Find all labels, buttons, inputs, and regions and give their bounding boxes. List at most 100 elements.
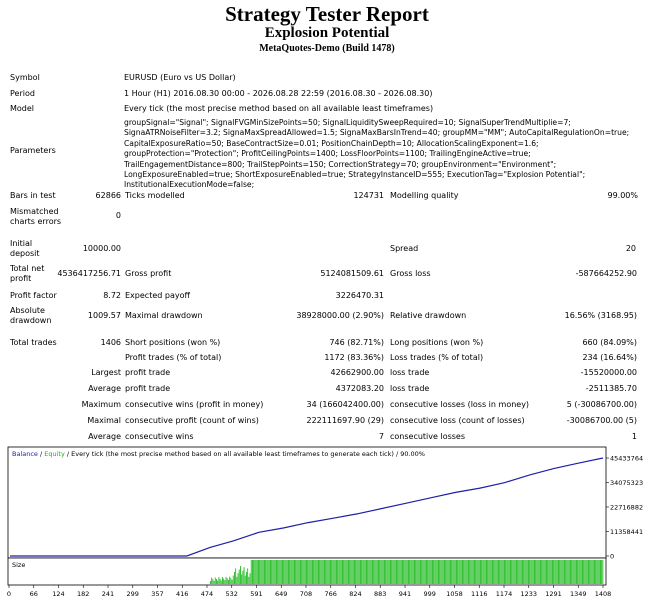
volume-bar xyxy=(583,560,585,584)
volume-bar xyxy=(444,560,445,584)
volume-bar xyxy=(320,560,322,584)
volume-bar xyxy=(457,560,459,584)
gross-loss-value: -587664252.90 xyxy=(575,269,637,278)
volume-bar xyxy=(271,560,273,584)
volume-bar xyxy=(240,566,241,584)
volume-bar xyxy=(291,560,293,584)
volume-bar xyxy=(589,560,591,584)
volume-bar xyxy=(528,560,529,584)
volume-bar xyxy=(283,560,285,584)
volume-bar xyxy=(516,560,517,584)
volume-bar xyxy=(512,560,514,584)
volume-bar xyxy=(562,560,564,584)
volume-bar xyxy=(336,560,337,584)
volume-bar xyxy=(348,560,349,584)
absolute-drawdown-label: Absolute drawdown xyxy=(10,306,52,325)
volume-bar xyxy=(544,560,546,584)
volume-bar xyxy=(529,560,531,584)
volume-bar xyxy=(296,560,298,584)
volume-bar xyxy=(412,560,414,584)
volume-bar xyxy=(456,560,457,584)
volume-bar xyxy=(566,560,568,584)
volume-bar xyxy=(394,560,396,584)
volume-bar xyxy=(387,560,389,584)
volume-bar xyxy=(344,560,346,584)
volume-bar xyxy=(470,560,472,584)
volume-bar xyxy=(402,560,403,584)
volume-bar xyxy=(548,560,550,584)
volume-bar xyxy=(302,560,304,584)
volume-bar xyxy=(300,560,301,584)
volume-bar xyxy=(554,560,556,584)
volume-bar xyxy=(463,560,465,584)
volume-bar xyxy=(588,560,589,584)
ticks-label: Ticks modelled xyxy=(125,191,185,200)
volume-bar xyxy=(586,560,588,584)
volume-bar xyxy=(546,560,547,584)
volume-bar xyxy=(375,560,377,584)
volume-bar xyxy=(381,560,383,584)
volume-bar xyxy=(397,560,399,584)
volume-bar xyxy=(318,560,319,584)
volume-bar xyxy=(568,560,570,584)
legend-separator: / xyxy=(38,450,44,458)
volume-bar xyxy=(428,560,430,584)
profit-trades-value: 1172 (83.36%) xyxy=(324,353,384,362)
max-consecutive-wins-value: 34 (166042400.00) xyxy=(306,400,385,409)
volume-bar xyxy=(253,560,255,584)
volume-bar xyxy=(356,560,358,584)
x-tick-label: 532 xyxy=(226,590,238,598)
volume-bar xyxy=(423,560,425,584)
volume-bar xyxy=(260,560,262,584)
volume-bar xyxy=(435,560,437,584)
volume-bar xyxy=(268,560,270,584)
y-tick-label: 22716882 xyxy=(610,504,643,512)
y-tick-label: 34075323 xyxy=(610,479,643,487)
volume-bar xyxy=(468,560,469,584)
volume-bar xyxy=(277,560,279,584)
gross-profit-label: Gross profit xyxy=(125,269,172,278)
x-tick-label: 416 xyxy=(176,590,188,598)
volume-bar xyxy=(508,560,510,584)
balance-series-line xyxy=(10,457,604,557)
volume-bar xyxy=(220,580,222,584)
x-tick-label: 1116 xyxy=(471,590,488,598)
volume-bar xyxy=(536,560,538,584)
volume-bar xyxy=(574,560,576,584)
volume-bar xyxy=(426,560,427,584)
volume-bar xyxy=(312,560,313,584)
volume-bar xyxy=(292,560,294,584)
x-tick-label: 1233 xyxy=(520,590,537,598)
volume-bar xyxy=(573,560,575,584)
maximal-drawdown-label: Maximal drawdown xyxy=(125,311,203,320)
quality-label: Modelling quality xyxy=(390,191,459,200)
gross-profit-value: 5124081509.61 xyxy=(320,269,384,278)
volume-bar xyxy=(438,560,439,584)
average-consecutive-losses-label: consecutive losses xyxy=(390,432,466,441)
volume-bar xyxy=(392,560,394,584)
volume-bar xyxy=(403,560,405,584)
volume-bar xyxy=(278,560,280,584)
legend-balance: Balance xyxy=(12,450,38,458)
x-tick-label: 1291 xyxy=(545,590,562,598)
volume-bar xyxy=(374,560,376,584)
x-tick-label: 299 xyxy=(127,590,139,598)
volume-bar xyxy=(273,560,275,584)
volume-bar xyxy=(355,560,357,584)
volume-bar xyxy=(494,560,496,584)
volume-bar xyxy=(440,560,442,584)
volume-bar xyxy=(525,560,527,584)
average-profit-label: profit trade xyxy=(125,384,171,393)
volume-bar xyxy=(252,560,253,584)
volume-bar xyxy=(433,560,435,584)
volume-bar xyxy=(366,560,367,584)
largest-label: Largest xyxy=(91,368,121,377)
volume-bar xyxy=(378,560,379,584)
volume-bar xyxy=(247,568,249,584)
volume-bar xyxy=(487,560,489,584)
volume-bar xyxy=(391,560,393,584)
volume-bar xyxy=(436,560,438,584)
short-positions-label: Short positions (won %) xyxy=(125,338,221,347)
volume-bar xyxy=(306,560,307,584)
maximum-label: Maximum xyxy=(81,400,121,409)
